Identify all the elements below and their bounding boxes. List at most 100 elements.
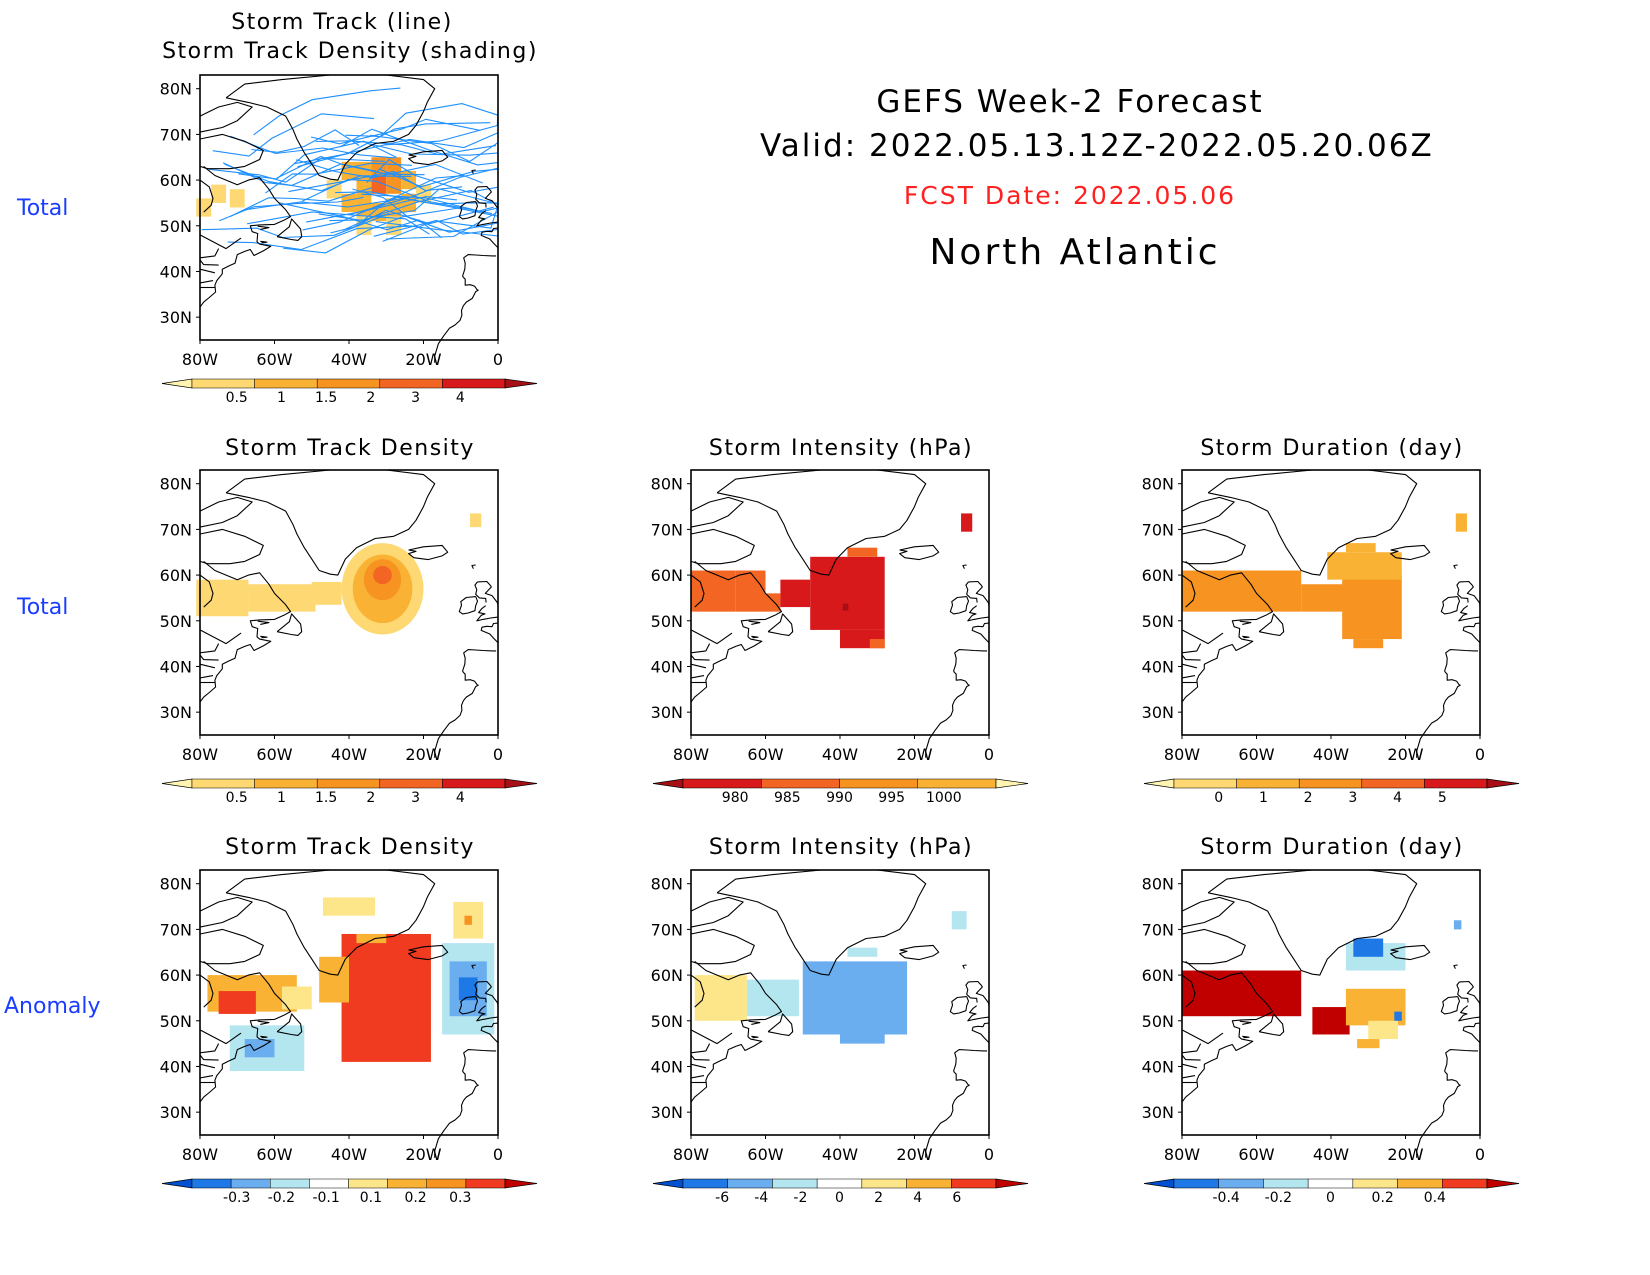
panel-title-duration: Storm Duration (day) — [1200, 436, 1464, 461]
colorbar-high-arrow — [1486, 1178, 1520, 1189]
data-cell-4 — [1353, 938, 1384, 957]
coastline-16 — [199, 234, 242, 250]
coastline-9 — [477, 185, 499, 211]
coastline-6 — [257, 1020, 270, 1025]
colorbar-segment-2 — [270, 1178, 310, 1189]
data-cell-0 — [694, 975, 747, 1021]
colorbar-segment-6 — [1442, 1178, 1488, 1189]
coastline-17 — [199, 248, 220, 259]
xtick-label-60W: 60W — [256, 350, 292, 369]
coastline-11 — [458, 596, 479, 615]
data-cell-1 — [1312, 1007, 1350, 1035]
coastline-5 — [276, 218, 303, 241]
data-cell-5 — [951, 911, 967, 930]
coastline-14 — [480, 622, 499, 644]
storm-track-line-11 — [366, 158, 499, 193]
xtick-label-60W: 60W — [256, 1145, 292, 1164]
colorbar-label-6: 6 — [952, 1190, 961, 1206]
map-storm-track: 80N 70N 60N 50N 40N 30N 80W 60W 40W 20W 0 — [160, 74, 503, 369]
ytick-label-60N: 60N — [160, 566, 192, 585]
colorbar-segment-1 — [1236, 778, 1300, 789]
coastline-14 — [1462, 622, 1481, 644]
colorbar-label-1000: 1000 — [926, 790, 962, 806]
panel-title-track-shading: Storm Track Density (shading) — [162, 39, 538, 64]
data-cell-7 — [1394, 1011, 1402, 1021]
ytick-label-80N: 80N — [651, 475, 683, 494]
coastline-17 — [1181, 643, 1202, 654]
colorbar-label-2: 2 — [874, 1190, 883, 1206]
map-storm-duration: 80N 70N 60N 50N 40N 30N 80W 60W 40W 20W 0 — [1142, 469, 1485, 764]
colorbar-label-1.5: 1.5 — [315, 390, 337, 406]
map-intensity-anomaly: 80N 70N 60N 50N 40N 30N 80W 60W 40W 20W 0 — [651, 869, 994, 1164]
ytick-label-40N: 40N — [1142, 1057, 1174, 1076]
colorbar-label-0.1: 0.1 — [360, 1190, 382, 1206]
data-cell-3 — [470, 513, 482, 528]
colorbar-segment-5 — [906, 1178, 952, 1189]
coastline-20 — [690, 675, 705, 679]
colorbar-segment-2 — [1298, 778, 1363, 789]
colorbar-label-2: 2 — [366, 790, 375, 806]
xtick-label-80W: 80W — [673, 1145, 709, 1164]
coastline-19 — [199, 1063, 216, 1069]
coastline-4 — [199, 960, 292, 1103]
row-label-anomaly: Anomaly — [4, 994, 101, 1019]
colorbar-label-3: 3 — [1348, 790, 1357, 806]
ytick-label-80N: 80N — [651, 875, 683, 894]
coastline-4 — [1181, 560, 1274, 703]
coastline-20 — [199, 1075, 214, 1079]
coastline-1 — [199, 101, 253, 133]
storm-track-line-18 — [224, 163, 412, 192]
panel-title-density-anomaly: Storm Track Density — [225, 835, 475, 860]
data-cell-13 — [464, 915, 472, 925]
xtick-label-20W: 20W — [405, 1145, 441, 1164]
map-plot-area: 80N 70N 60N 50N 40N 30N 80W 60W 40W 20W 0 — [1142, 869, 1485, 1164]
colorbar-label--0.1: -0.1 — [312, 1190, 339, 1206]
colorbar-segment-3 — [1307, 1178, 1354, 1189]
coastline-7 — [1242, 635, 1250, 639]
coastline-20 — [1181, 1075, 1196, 1079]
coastline-3 — [199, 974, 214, 1008]
data-cell-7 — [371, 175, 387, 194]
data-cell-2 — [802, 961, 908, 1035]
colorbar-segment-1 — [761, 778, 840, 789]
colorbar-high-arrow — [995, 778, 1029, 789]
coastline-12 — [1458, 1005, 1481, 1022]
coastline-1 — [1181, 896, 1235, 928]
data-cell-9 — [961, 513, 973, 532]
storm-track-line-26 — [339, 128, 499, 166]
coastline-13 — [1416, 1049, 1479, 1158]
colorbar-segment-5 — [387, 1178, 427, 1189]
colorbar-label-995: 995 — [878, 790, 905, 806]
coastline-1 — [690, 496, 744, 528]
data-cell-0 — [1182, 970, 1302, 1017]
colorbar-intensity-anomaly: -6 -4 -2 0 2 4 6 — [652, 1178, 1029, 1206]
coastline-12 — [476, 605, 499, 622]
coastline-13 — [925, 1049, 988, 1158]
coastline-3 — [690, 974, 705, 1008]
coastline-2 — [1181, 528, 1246, 565]
data-cell-8 — [386, 175, 402, 194]
xtick-label-60W: 60W — [747, 1145, 783, 1164]
coastline-19 — [199, 268, 216, 274]
xtick-label-20W: 20W — [405, 350, 441, 369]
coastline-9 — [477, 580, 499, 606]
colorbar-label-0.3: 0.3 — [449, 1190, 471, 1206]
ytick-label-30N: 30N — [1142, 1103, 1174, 1122]
coastline-5 — [276, 1013, 303, 1036]
storm-track-line-32 — [229, 187, 373, 217]
data-cell-1 — [735, 570, 766, 612]
ytick-label-70N: 70N — [651, 920, 683, 939]
colorbar-label-5: 5 — [1438, 790, 1447, 806]
data-cell-8 — [322, 897, 376, 916]
ytick-label-70N: 70N — [1142, 520, 1174, 539]
storm-track-line-4 — [315, 140, 497, 156]
row-label-total-2: Total — [17, 595, 69, 620]
colorbar-segment-4 — [348, 1178, 388, 1189]
coastline-13 — [434, 1049, 497, 1158]
colorbar-segment-0 — [191, 378, 255, 389]
colorbar-segment-4 — [1424, 778, 1488, 789]
colorbar-segment-4 — [442, 378, 506, 389]
data-cell-1 — [746, 979, 800, 1017]
coastline-14 — [971, 622, 990, 644]
colorbar-label--0.3: -0.3 — [223, 1190, 250, 1206]
